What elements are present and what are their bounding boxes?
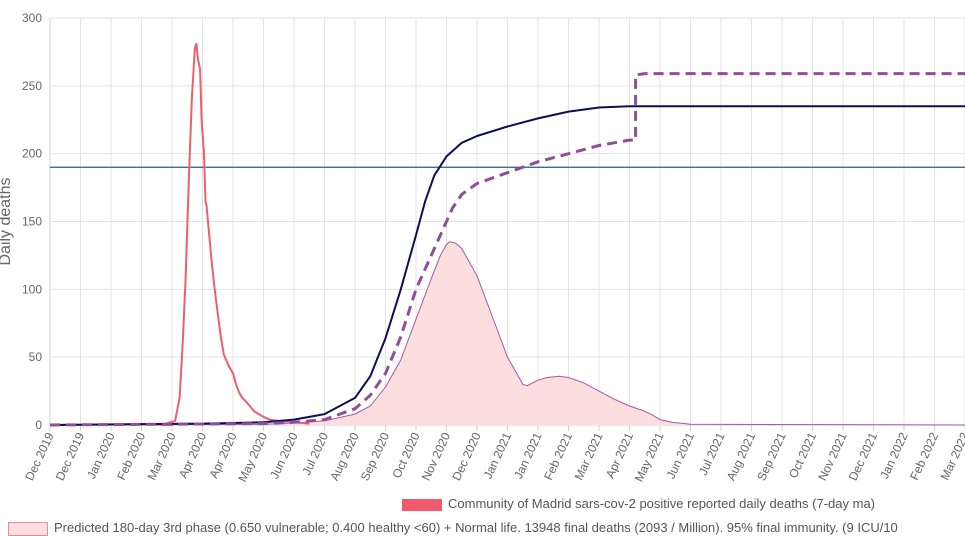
x-tick-label: Jul 2020 <box>299 430 331 477</box>
series-line-cumulative-model <box>49 105 965 426</box>
legend-swatch-predicted <box>8 521 48 536</box>
x-tick-label: Jan 2021 <box>481 430 515 481</box>
x-tick-label: Aug 2020 <box>327 430 362 483</box>
y-tick-label: 100 <box>22 282 42 296</box>
x-tick-label: May 2021 <box>632 430 667 484</box>
x-tick-label: Feb 2022 <box>907 430 941 482</box>
x-tick-label: Feb 2021 <box>541 430 575 482</box>
legend-swatch-reported <box>402 498 442 511</box>
x-tick-label: Jan 2020 <box>84 430 118 481</box>
x-tick-label: Jun 2021 <box>664 430 698 481</box>
legend-label-reported: Community of Madrid sars-cov-2 positive … <box>448 496 876 511</box>
x-tick-label: Dec 2019 <box>53 430 88 483</box>
x-tick-label: Jan 2022 <box>877 430 911 481</box>
x-tick-label: Sep 2020 <box>358 430 393 483</box>
y-tick-label: 200 <box>22 147 42 161</box>
y-tick-label: 300 <box>22 11 42 25</box>
x-tick-label: Apr 2020 <box>176 430 209 480</box>
x-tick-label: Jun 2020 <box>267 430 301 481</box>
x-tick-label: Apr 2020 <box>206 430 239 480</box>
x-tick-label: Dec 2021 <box>846 430 881 483</box>
y-tick-label: 250 <box>22 79 42 93</box>
series-area-predicted-fill <box>50 241 965 425</box>
legend-label-predicted: Predicted 180-day 3rd phase (0.650 vulne… <box>54 520 898 535</box>
series-line-cumulative-dashed <box>49 72 965 427</box>
x-tick-label: Mar 2020 <box>145 430 179 482</box>
x-tick-label: Aug 2021 <box>724 430 759 483</box>
x-tick-label: Dec 2019 <box>22 430 57 483</box>
x-tick-label: May 2020 <box>235 430 270 484</box>
y-tick-label: 50 <box>29 350 43 364</box>
legend-item-predicted-phase[interactable]: Predicted 180-day 3rd phase (0.650 vulne… <box>8 520 898 536</box>
x-tick-label: Mar 2021 <box>572 430 606 482</box>
y-axis-title: Daily deaths <box>0 177 14 265</box>
x-tick-label: Nov 2021 <box>815 430 850 483</box>
x-tick-label: Jan 2021 <box>511 430 545 481</box>
y-tick-label: 0 <box>35 418 42 432</box>
series-line-predicted <box>49 241 965 426</box>
x-tick-label: Mar 2022 <box>938 430 965 482</box>
x-tick-label: Dec 2020 <box>449 430 484 483</box>
x-tick-label: Apr 2021 <box>603 430 636 480</box>
legend-item-reported-deaths[interactable]: Community of Madrid sars-cov-2 positive … <box>402 496 875 511</box>
x-tick-label: Jul 2021 <box>696 430 728 477</box>
x-tick-label: Oct 2020 <box>389 430 422 480</box>
y-tick-label: 150 <box>22 215 42 229</box>
x-tick-label: Sep 2021 <box>754 430 789 483</box>
series-line-reported-deaths <box>49 42 310 426</box>
x-tick-label: Nov 2020 <box>419 430 454 483</box>
x-tick-label: Feb 2020 <box>114 430 148 482</box>
x-tick-label: Oct 2021 <box>786 430 819 480</box>
